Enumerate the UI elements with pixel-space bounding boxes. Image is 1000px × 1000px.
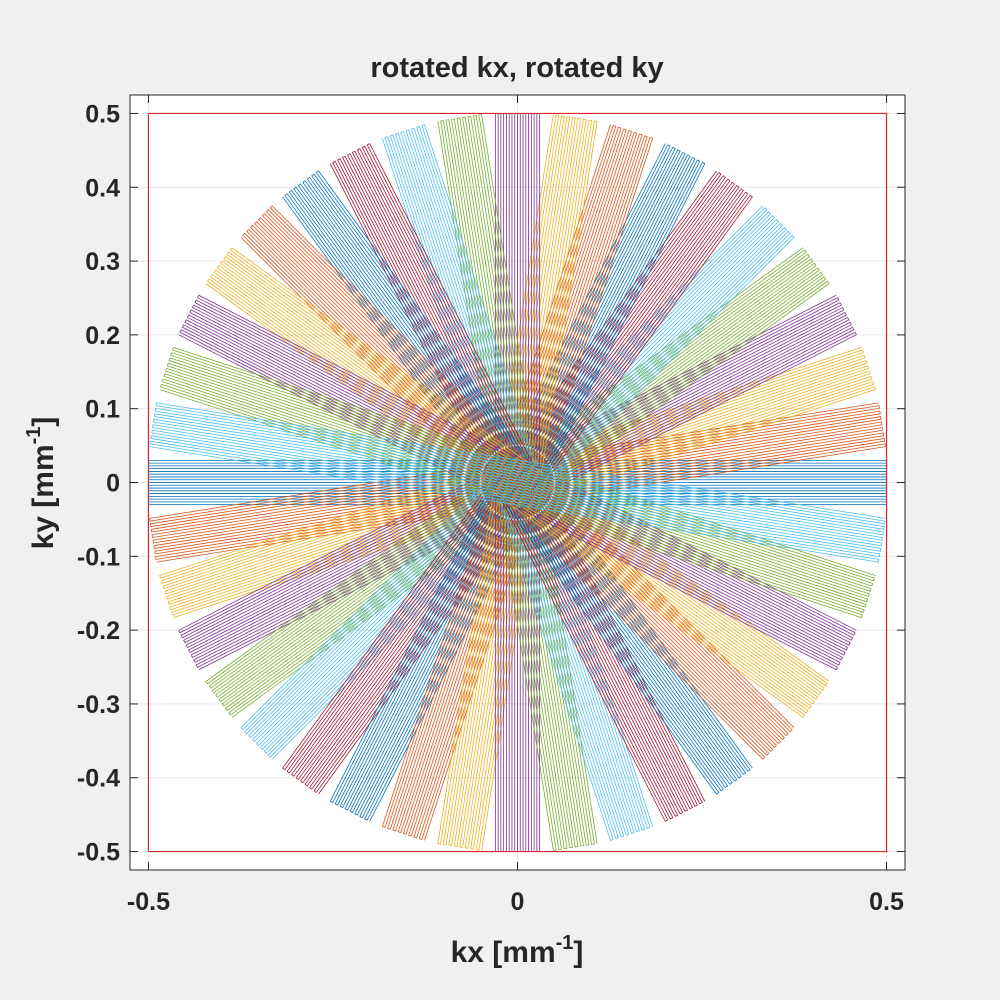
y-tick-label: -0.5 <box>77 839 120 867</box>
x-axis-label: kx [mm-1] <box>451 932 584 969</box>
y-axis-label-superscript: -1 <box>23 427 45 445</box>
chart-title: rotated kx, rotated ky <box>370 52 663 84</box>
x-tick-label: -0.5 <box>127 888 170 916</box>
y-tick-label: 0 <box>106 470 120 498</box>
x-tick-label: 0 <box>511 888 525 916</box>
y-tick-label: 0.2 <box>85 322 120 350</box>
y-tick-label: -0.2 <box>77 617 120 645</box>
y-tick-label: -0.1 <box>77 543 120 571</box>
series-line-20 <box>149 402 886 563</box>
boundary-layer <box>147 112 888 853</box>
y-tick-label: 0.3 <box>85 248 120 276</box>
series-layer <box>148 113 887 852</box>
y-axis-label: ky [mm-1] <box>23 417 60 550</box>
x-axis-label-superscript: -1 <box>556 932 574 954</box>
y-tick-label: -0.3 <box>77 691 120 719</box>
x-tick-label: 0.5 <box>869 888 904 916</box>
y-tick-label: -0.4 <box>77 765 120 793</box>
y-tick-label: 0.1 <box>85 396 120 424</box>
boundary-line <box>147 112 888 853</box>
y-tick-label: 0.4 <box>85 174 120 202</box>
y-tick-label: 0.5 <box>85 100 120 128</box>
ticks: -0.5 0 0.5 -0.5 -0.4 -0.3 -0.2 -0.1 0 0.1 0.2 0.3 0.… <box>77 95 905 916</box>
